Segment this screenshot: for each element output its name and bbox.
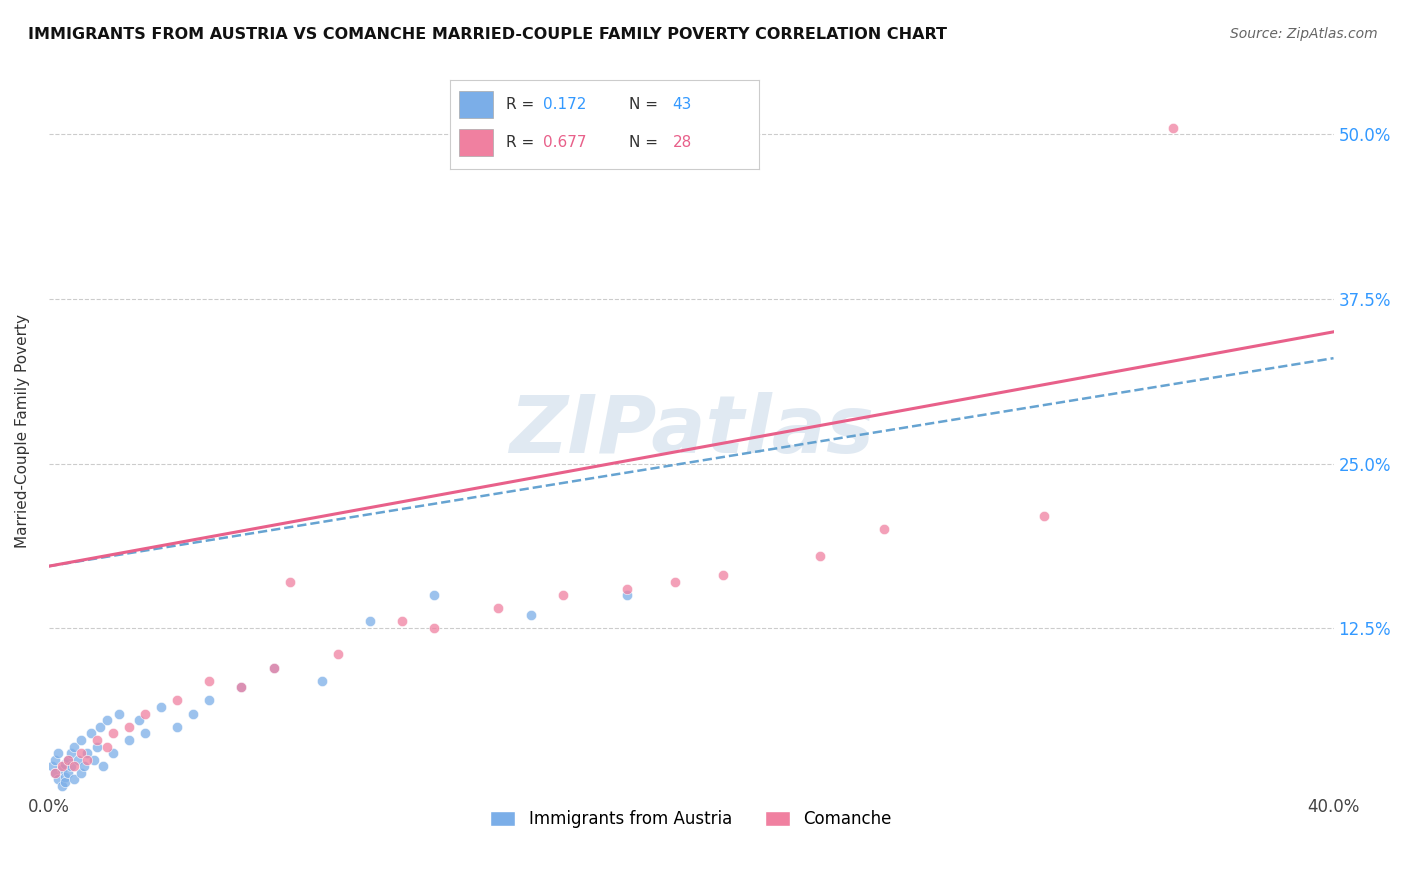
Text: IMMIGRANTS FROM AUSTRIA VS COMANCHE MARRIED-COUPLE FAMILY POVERTY CORRELATION CH: IMMIGRANTS FROM AUSTRIA VS COMANCHE MARR… <box>28 27 948 42</box>
Point <box>53 756 76 771</box>
Point <box>263 660 285 674</box>
Point <box>1161 120 1184 135</box>
Point <box>51 762 73 776</box>
Point <box>519 607 541 622</box>
Point <box>150 700 173 714</box>
Text: R =: R = <box>506 136 538 150</box>
Point <box>53 770 76 784</box>
Point <box>278 574 301 589</box>
Point <box>326 648 349 662</box>
Text: 0.677: 0.677 <box>543 136 586 150</box>
Text: N =: N = <box>630 136 664 150</box>
Point <box>134 706 156 721</box>
Point <box>44 765 66 780</box>
Point <box>73 759 96 773</box>
Point <box>391 615 413 629</box>
Point <box>93 759 115 773</box>
Text: N =: N = <box>630 97 664 112</box>
Point <box>231 681 253 695</box>
Point <box>63 772 86 787</box>
Point <box>96 739 118 754</box>
Text: 0.172: 0.172 <box>543 97 586 112</box>
FancyBboxPatch shape <box>460 91 494 118</box>
Point <box>66 753 89 767</box>
Point <box>44 765 66 780</box>
Point <box>134 726 156 740</box>
Point <box>76 753 98 767</box>
Point <box>56 753 79 767</box>
Point <box>486 601 509 615</box>
Point <box>128 713 150 727</box>
Point <box>56 753 79 767</box>
Point <box>664 574 686 589</box>
Point <box>86 739 108 754</box>
Point <box>808 549 831 563</box>
Y-axis label: Married-Couple Family Poverty: Married-Couple Family Poverty <box>15 314 30 548</box>
Point <box>423 588 446 602</box>
Point <box>51 759 73 773</box>
Point <box>359 615 381 629</box>
Point <box>198 673 221 688</box>
Point <box>181 706 204 721</box>
Point <box>616 588 638 602</box>
Point <box>89 720 111 734</box>
Point <box>118 733 141 747</box>
Text: 43: 43 <box>672 97 692 112</box>
Point <box>616 582 638 596</box>
Point <box>53 775 76 789</box>
Point <box>41 759 63 773</box>
Point <box>108 706 131 721</box>
Point <box>711 568 734 582</box>
Point <box>44 753 66 767</box>
Point <box>423 621 446 635</box>
Point <box>51 779 73 793</box>
Point <box>60 746 83 760</box>
Point <box>1033 509 1056 524</box>
FancyBboxPatch shape <box>460 129 494 156</box>
Point <box>101 746 124 760</box>
Text: ZIPatlas: ZIPatlas <box>509 392 873 469</box>
Point <box>86 733 108 747</box>
Text: R =: R = <box>506 97 538 112</box>
Point <box>198 693 221 707</box>
Legend: Immigrants from Austria, Comanche: Immigrants from Austria, Comanche <box>484 804 898 835</box>
Point <box>76 746 98 760</box>
Point <box>231 681 253 695</box>
Point <box>63 759 86 773</box>
Point <box>101 726 124 740</box>
Point <box>873 522 896 536</box>
Text: Source: ZipAtlas.com: Source: ZipAtlas.com <box>1230 27 1378 41</box>
Point <box>48 772 70 787</box>
Point <box>311 673 333 688</box>
Point <box>551 588 574 602</box>
Point <box>70 746 93 760</box>
Point <box>60 759 83 773</box>
Point <box>79 726 101 740</box>
Point <box>48 746 70 760</box>
Point <box>263 660 285 674</box>
Point <box>63 739 86 754</box>
Point <box>96 713 118 727</box>
Point <box>70 765 93 780</box>
Point <box>166 720 188 734</box>
Point <box>83 753 105 767</box>
Point <box>118 720 141 734</box>
Text: 28: 28 <box>672 136 692 150</box>
Point <box>56 765 79 780</box>
Point <box>166 693 188 707</box>
Point <box>70 733 93 747</box>
